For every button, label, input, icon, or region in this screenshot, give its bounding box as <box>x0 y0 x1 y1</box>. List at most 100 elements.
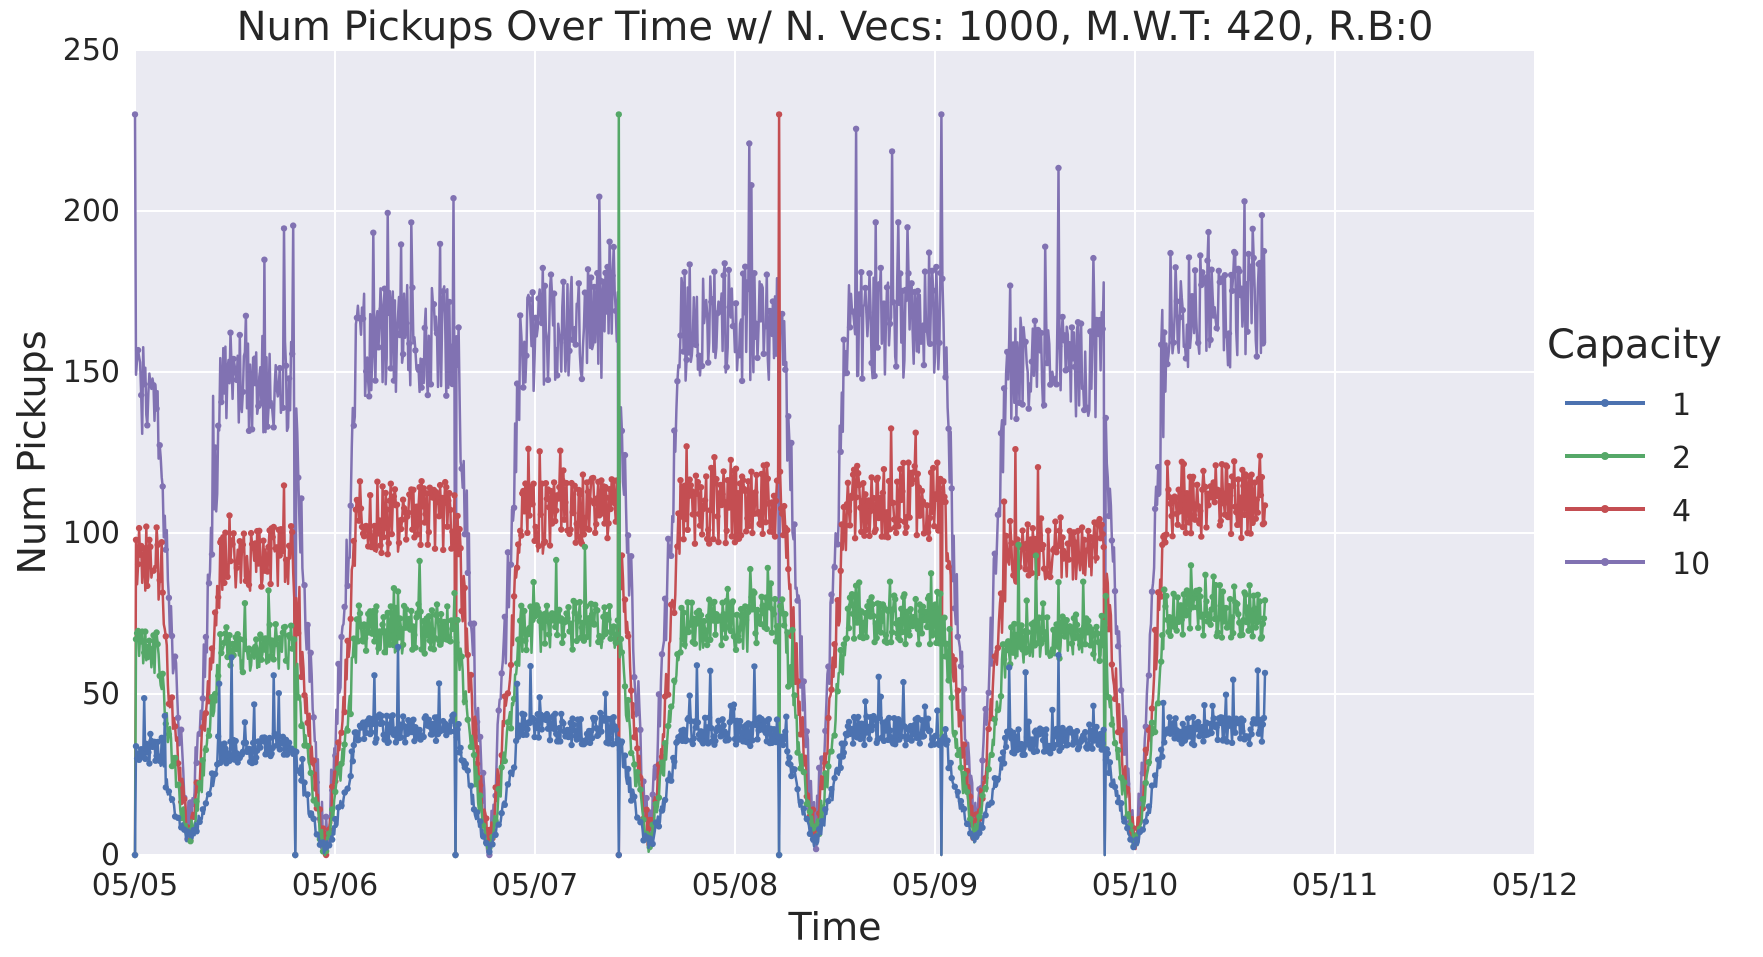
data-point <box>700 617 708 625</box>
data-point <box>277 526 285 533</box>
data-point <box>276 635 283 642</box>
data-point <box>1024 629 1031 636</box>
data-point <box>1187 562 1195 569</box>
data-point <box>483 815 490 822</box>
data-point <box>724 585 731 593</box>
data-point <box>1254 509 1262 516</box>
data-point <box>1173 627 1180 634</box>
data-point <box>260 537 267 544</box>
data-point <box>912 595 919 603</box>
data-point <box>948 694 955 701</box>
data-point <box>866 735 873 743</box>
data-point <box>480 833 487 840</box>
data-point <box>224 366 231 373</box>
data-point <box>729 477 737 485</box>
data-point <box>994 706 1002 714</box>
data-point <box>918 487 926 495</box>
data-point <box>700 732 708 739</box>
data-point <box>455 324 462 331</box>
data-point <box>516 722 523 729</box>
data-point <box>1191 516 1199 523</box>
data-point <box>751 270 758 277</box>
data-point <box>467 671 475 679</box>
data-point <box>1044 614 1051 621</box>
data-point <box>529 501 536 508</box>
data-point <box>851 535 859 542</box>
data-point <box>517 617 524 624</box>
data-point <box>596 193 603 200</box>
data-point <box>1247 726 1254 733</box>
data-point <box>661 796 669 804</box>
data-point <box>736 717 744 725</box>
data-point <box>942 374 949 381</box>
data-point <box>524 529 531 536</box>
data-point <box>384 551 391 558</box>
data-point <box>1179 306 1187 314</box>
data-point <box>1216 719 1224 727</box>
legend-label: 1 <box>1672 388 1691 423</box>
data-point <box>443 483 450 491</box>
data-point <box>1145 672 1153 679</box>
data-point <box>1158 658 1165 665</box>
data-point <box>1209 484 1216 492</box>
data-point <box>1194 604 1201 611</box>
data-point <box>142 628 149 635</box>
data-point <box>383 506 390 513</box>
data-point <box>945 764 952 772</box>
data-point <box>1052 518 1059 525</box>
data-point <box>904 733 911 740</box>
data-point <box>165 594 173 601</box>
series-10 <box>131 111 1268 859</box>
data-point <box>389 712 396 719</box>
data-point <box>783 713 790 720</box>
data-point <box>1093 623 1100 631</box>
data-point <box>896 617 903 624</box>
data-point <box>837 646 844 654</box>
data-point <box>1181 501 1189 509</box>
data-point <box>1259 721 1267 728</box>
data-point <box>451 492 458 499</box>
data-point <box>689 740 696 748</box>
data-point <box>788 680 795 688</box>
data-point <box>784 526 791 534</box>
data-point <box>557 738 564 745</box>
data-point <box>900 678 907 686</box>
data-point <box>794 678 801 685</box>
data-point <box>450 623 457 630</box>
data-point <box>886 320 894 327</box>
data-point <box>683 443 690 450</box>
data-point <box>388 626 395 633</box>
data-point <box>1160 699 1167 707</box>
data-point <box>594 607 601 614</box>
data-point <box>859 375 866 382</box>
data-point <box>705 359 712 366</box>
data-point <box>787 761 794 768</box>
data-point <box>338 633 345 641</box>
data-point <box>1073 727 1081 735</box>
data-point <box>988 799 995 806</box>
data-point <box>233 564 240 571</box>
data-point <box>957 663 965 670</box>
data-point <box>1013 631 1020 639</box>
data-point <box>748 468 755 475</box>
data-point <box>1158 593 1165 600</box>
data-point <box>893 363 900 370</box>
data-point <box>1191 267 1199 274</box>
data-point <box>736 625 744 632</box>
data-point <box>934 707 941 714</box>
data-point <box>396 615 404 622</box>
data-point <box>991 653 998 660</box>
data-point <box>947 759 954 767</box>
data-point <box>603 308 610 315</box>
data-point <box>326 842 333 849</box>
data-point <box>1040 636 1048 643</box>
data-point <box>461 584 468 592</box>
data-point <box>902 640 909 648</box>
data-point <box>843 501 851 508</box>
data-point <box>1089 745 1096 752</box>
data-point <box>276 746 283 753</box>
data-point <box>937 590 944 597</box>
data-point <box>915 641 922 648</box>
data-point <box>895 523 902 530</box>
data-point <box>786 754 793 761</box>
